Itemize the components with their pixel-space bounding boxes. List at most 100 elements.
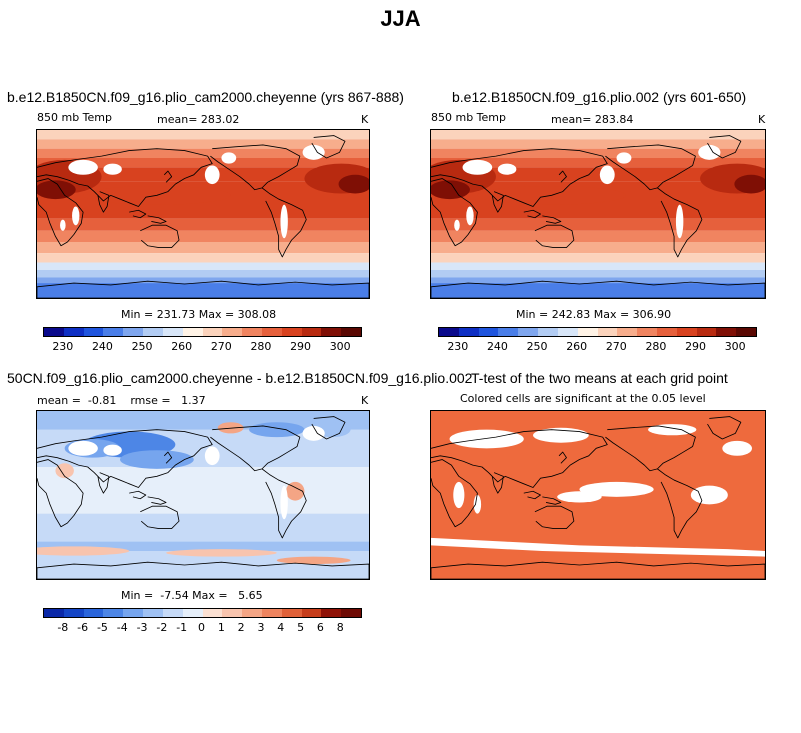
temperature-band	[37, 230, 369, 242]
temperature-band	[431, 270, 765, 278]
colorbar-swatch	[281, 609, 302, 617]
nonsignificant-band	[431, 537, 765, 557]
missing-data	[204, 446, 220, 466]
colorbar-swatch	[321, 328, 342, 336]
colorbar-tick-label: -2	[156, 621, 168, 634]
nonsignificant-region	[722, 440, 753, 456]
temperature-band	[37, 218, 369, 231]
missing-data	[103, 444, 122, 456]
temperature-band	[37, 262, 369, 270]
colorbar-tick-label: 290	[685, 340, 707, 353]
colorbar-swatch	[656, 328, 677, 336]
map-svg	[431, 411, 765, 579]
coastline	[542, 496, 562, 505]
panel4-title: T-test of the two means at each grid poi…	[471, 370, 728, 386]
nonsignificant-region	[473, 495, 482, 514]
colorbar-swatch	[123, 609, 144, 617]
colorbar-swatch	[182, 328, 203, 336]
colorbar-swatch	[63, 609, 84, 617]
coastline	[491, 191, 504, 213]
missing-data	[466, 206, 474, 226]
coastline	[542, 215, 562, 224]
colorbar-swatch	[202, 609, 223, 617]
temperature-band	[431, 277, 765, 284]
colorbar-swatch	[557, 328, 578, 336]
colorbar-swatch	[458, 328, 479, 336]
coastline	[147, 215, 167, 224]
colorbar-swatch	[439, 328, 459, 336]
colorbar-tick-label: 240	[486, 340, 508, 353]
coastline	[140, 505, 180, 530]
coastline	[129, 490, 147, 500]
colorbar-swatch	[143, 328, 163, 336]
colorbar-swatch	[83, 609, 104, 617]
colorbar-swatch	[341, 609, 361, 617]
nonsignificant-region	[449, 429, 524, 449]
colorbar-tick-label: -5	[96, 621, 108, 634]
colorbar-swatch	[242, 328, 262, 336]
panel2-units: K	[758, 113, 766, 126]
colorbar-swatch	[44, 609, 64, 617]
panel3-colorbar	[43, 608, 362, 618]
warm-anomaly	[276, 556, 351, 565]
coastline	[558, 451, 567, 464]
panel2-colorbar	[438, 327, 757, 337]
colorbar-tick-label: 280	[645, 340, 667, 353]
missing-data	[616, 152, 632, 164]
colorbar-tick-label: 230	[52, 340, 74, 353]
missing-data	[599, 165, 615, 185]
coastline	[431, 459, 478, 528]
colorbar-swatch	[716, 328, 737, 336]
colorbar-swatch	[341, 328, 361, 336]
coastline	[311, 416, 346, 440]
panel2-variable-label: 850 mb Temp	[431, 111, 507, 124]
colorbar-swatch	[597, 328, 618, 336]
temperature-band	[37, 148, 369, 158]
coastline	[431, 148, 608, 207]
panel4-subtitle: Colored cells are significant at the 0.0…	[460, 392, 706, 405]
panel3-title: 50CN.f09_g16.plio_cam2000.cheyenne - b.e…	[7, 370, 473, 386]
warm-core	[37, 180, 76, 200]
panel1-variable-label: 850 mb Temp	[37, 111, 113, 124]
temperature-band	[431, 253, 765, 263]
colorbar-swatch	[281, 328, 302, 336]
coastline	[140, 224, 180, 249]
colorbar-tick-label: -8	[57, 621, 69, 634]
panel3-units: K	[361, 394, 369, 407]
colorbar-tick-label: 260	[171, 340, 193, 353]
coastline	[37, 178, 84, 247]
colorbar-tick-label: 4	[277, 621, 285, 634]
panel1-colorbar	[43, 327, 362, 337]
coastline	[605, 144, 696, 191]
coastline	[657, 187, 703, 258]
colorbar-tick-label: 300	[329, 340, 351, 353]
colorbar-tick-label: 270	[605, 340, 627, 353]
colorbar-swatch	[182, 609, 203, 617]
panel2-map	[430, 129, 766, 299]
warm-core	[338, 174, 369, 194]
panel1-units: K	[361, 113, 369, 126]
map-svg	[37, 411, 369, 579]
temperature-band	[431, 158, 765, 168]
temperature-band	[431, 242, 765, 254]
temperature-band	[431, 230, 765, 242]
map-svg	[431, 130, 765, 298]
temperature-band	[37, 158, 369, 168]
coastline	[431, 561, 765, 579]
colorbar-swatch	[321, 609, 342, 617]
colorbar-tick-label: 6	[316, 621, 324, 634]
panel2-stats: Min = 242.83 Max = 306.90	[516, 308, 672, 321]
coastline	[37, 429, 213, 488]
coastline	[37, 459, 84, 528]
coastline	[163, 451, 173, 464]
temperature-band	[431, 148, 765, 158]
panel2-colorbar-ticks: 230 240 250 260 270 280 290 300	[438, 340, 755, 354]
coastline	[605, 425, 696, 472]
panel3-colorbar-ticks: -8 -6 -5 -4 -3 -2 -1 0 1 2 3 4 5 6 8	[43, 621, 360, 635]
colorbar-swatch	[577, 328, 598, 336]
colorbar-swatch	[242, 609, 262, 617]
temperature-band	[37, 253, 369, 263]
coastline	[261, 468, 307, 539]
coastline	[491, 472, 504, 494]
missing-data	[280, 204, 288, 239]
